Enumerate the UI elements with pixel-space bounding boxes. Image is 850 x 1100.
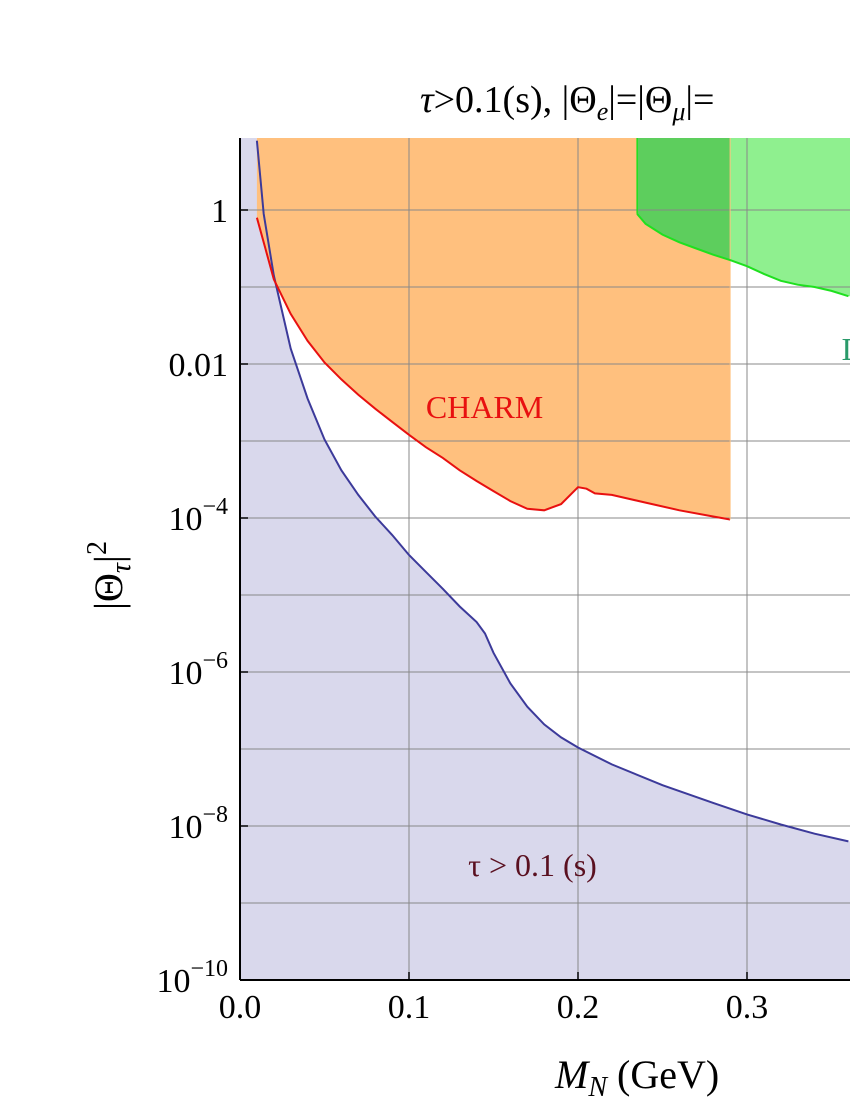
title-end: |=	[685, 79, 714, 121]
grid-lines	[240, 138, 850, 980]
x-tick-label: 0.2	[557, 989, 600, 1026]
plot-area: CHARM τ > 0.1 (s) D	[240, 138, 850, 980]
annotations: CHARM τ > 0.1 (s) D	[426, 331, 850, 883]
x-tick-label: 0.0	[219, 989, 262, 1026]
annotation-label: τ > 0.1 (s)	[468, 847, 597, 883]
xlabel-m: M	[554, 1052, 591, 1097]
xlabel-unit: (GeV)	[607, 1052, 719, 1097]
annotation-label: D	[842, 331, 850, 367]
d-curve	[636, 213, 849, 298]
x-axis-label: MN (GeV)	[554, 1052, 719, 1100]
xlabel-sub: N	[587, 1072, 608, 1100]
x-tick-label: 0.1	[388, 989, 431, 1026]
y-tick-label: 0.01	[169, 347, 229, 384]
region-fills	[240, 138, 850, 980]
title-mid: |=|Θ	[608, 79, 672, 121]
y-tick-label: 10−10	[156, 956, 228, 1000]
title-cond: >0.1(s), |Θ	[434, 79, 597, 121]
ylabel-theta: |Θ	[86, 573, 131, 610]
ylabel-sup: 2	[82, 541, 113, 555]
title-tau: τ	[420, 79, 435, 121]
y-tick-label: 1	[211, 193, 228, 230]
tau-curve	[255, 140, 849, 843]
y-tick-label: 10−6	[168, 648, 228, 692]
charm-region-fill	[256, 138, 731, 520]
x-tick-label: 0.3	[726, 989, 769, 1026]
ylabel-sub: τ	[106, 562, 137, 573]
series-curves	[255, 138, 849, 843]
y-tick-label: 10−8	[168, 802, 228, 846]
annotation-label: CHARM	[426, 389, 543, 425]
title-sub-e: e	[597, 97, 609, 126]
title-sub-mu: μ	[671, 97, 685, 126]
d-charm-overlap-fill	[637, 138, 731, 261]
y-tick-label: 10−4	[168, 494, 228, 538]
axis-ticks: 0.0 0.1 0.2 0.3 10−10 10−8 10−6 10−4 0.01 1	[156, 193, 768, 1026]
tau-region-fill	[240, 138, 850, 980]
y-axis-label: |Θτ|2	[82, 541, 137, 610]
chart-title: τ>0.1(s), |Θe|=|Θμ|=	[420, 79, 714, 126]
charm-curve	[255, 217, 731, 521]
ylabel-bar: |	[86, 555, 131, 563]
